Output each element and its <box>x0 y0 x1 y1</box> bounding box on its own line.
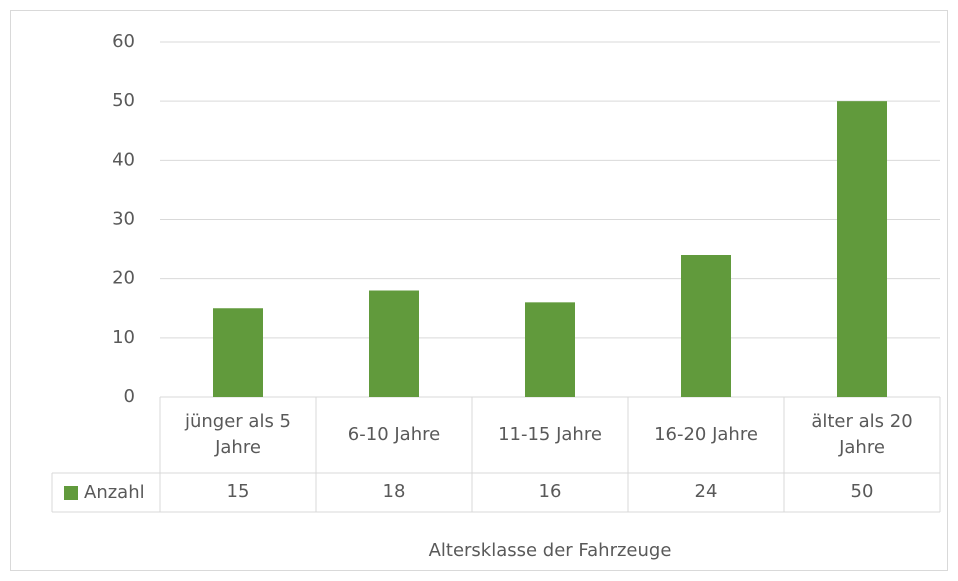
table-value: 16 <box>538 481 562 503</box>
bar <box>213 308 263 397</box>
y-tick-label: 40 <box>112 149 135 170</box>
table-value: 15 <box>226 481 250 503</box>
x-tick-label: jünger als 5 Jahre <box>184 410 292 458</box>
legend-label: Anzahl <box>84 482 145 503</box>
x-tick-label: älter als 20 Jahre <box>811 410 913 458</box>
bar <box>525 302 575 397</box>
y-tick-label: 30 <box>112 209 135 230</box>
bar <box>369 290 419 397</box>
table-value: 24 <box>694 481 718 503</box>
x-tick-label: 16-20 Jahre <box>654 423 758 445</box>
y-tick-label: 60 <box>112 31 135 52</box>
bar <box>681 255 731 397</box>
x-tick-label: 6-10 Jahre <box>347 423 441 445</box>
x-axis-title: Altersklasse der Fahrzeuge <box>429 540 672 561</box>
y-tick-label: 0 <box>124 386 135 407</box>
legend-key <box>64 486 78 500</box>
y-tick-label: 20 <box>112 268 135 289</box>
y-tick-label: 50 <box>112 90 135 111</box>
x-tick-label: 11-15 Jahre <box>498 423 602 445</box>
table-value: 50 <box>850 481 874 503</box>
bar <box>837 101 887 398</box>
table-value: 18 <box>382 481 406 503</box>
chart-border <box>10 10 948 571</box>
y-tick-label: 10 <box>112 327 135 348</box>
